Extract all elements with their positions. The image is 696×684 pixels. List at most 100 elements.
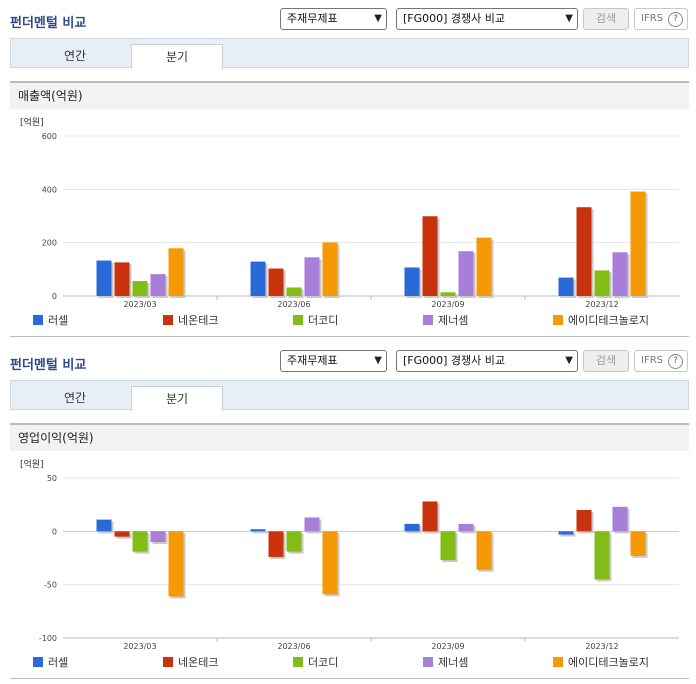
ifrs-button[interactable]: IFRS ? [634, 8, 688, 30]
y-tick-label: 600 [42, 132, 57, 141]
chevron-down-icon: ▼ [374, 13, 382, 24]
legend-swatch [293, 657, 303, 667]
bar-제너셈-2023/03 [150, 274, 166, 296]
bar-에이디테크놀로지-2023/03 [168, 531, 184, 597]
legend-label: 네온테크 [178, 314, 218, 327]
bar-제너셈-2023/09 [458, 523, 474, 532]
legend-label: 더코디 [308, 314, 338, 327]
bar-러셀-2023/03 [96, 519, 112, 532]
search-button[interactable]: 검색 [583, 350, 629, 372]
legend-label: 제너셈 [438, 314, 468, 327]
y-axis-unit-label: [억원] [20, 458, 44, 470]
bar-더코디-2023/12 [594, 531, 610, 580]
help-icon[interactable]: ? [668, 354, 683, 369]
legend-label: 제너셈 [438, 656, 468, 669]
period-tabs: 연간 분기 [10, 38, 689, 69]
bar-러셀-2023/12 [558, 277, 574, 296]
bar-제너셈-2023/09 [458, 251, 474, 296]
bar-네온테크-2023/06 [268, 531, 284, 557]
y-tick-label: 0 [52, 527, 57, 536]
x-tick-label: 2023/03 [123, 300, 156, 309]
bar-제너셈-2023/12 [612, 252, 628, 296]
comparison-select[interactable]: [FG000] 경쟁사 비교 ▼ [396, 8, 578, 30]
tab-quarterly[interactable]: 분기 [131, 44, 223, 69]
x-tick-label: 2023/09 [431, 300, 464, 309]
panel-header: 펀더멘털 비교 주재무제표 ▼ [FG000] 경쟁사 비교 ▼ 검색 IFRS… [0, 342, 696, 380]
y-tick-label: 0 [52, 292, 57, 301]
legend-swatch [423, 315, 433, 325]
bar-shadow [560, 533, 576, 537]
comparison-select-value: [FG000] 경쟁사 비교 [403, 12, 506, 25]
legend-label: 러셀 [48, 656, 68, 669]
bar-러셀-2023/03 [96, 260, 112, 296]
bar-더코디-2023/03 [132, 531, 148, 552]
ifrs-label: IFRS [641, 13, 663, 24]
bar-네온테크-2023/09 [422, 216, 438, 296]
bar-shadow [252, 531, 268, 534]
tab-quarterly[interactable]: 분기 [131, 386, 223, 411]
bar-러셀-2023/06 [250, 261, 266, 296]
bar-에이디테크놀로지-2023/06 [322, 242, 338, 296]
legend-swatch [163, 315, 173, 325]
panel-header: 펀더멘털 비교 주재무제표 ▼ [FG000] 경쟁사 비교 ▼ 검색 IFRS… [0, 0, 696, 38]
legend-label: 더코디 [308, 656, 338, 669]
divider [10, 678, 689, 679]
ifrs-label: IFRS [641, 355, 663, 366]
bar-더코디-2023/03 [132, 281, 148, 296]
x-tick-label: 2023/12 [585, 642, 618, 651]
bar-에이디테크놀로지-2023/12 [630, 531, 646, 556]
bar-더코디-2023/09 [440, 292, 456, 296]
legend-swatch [293, 315, 303, 325]
statement-select[interactable]: 주재무제표 ▼ [280, 8, 387, 30]
panel-title: 펀더멘털 비교 [10, 16, 87, 31]
comparison-select[interactable]: [FG000] 경쟁사 비교 ▼ [396, 350, 578, 372]
bar-제너셈-2023/06 [304, 517, 320, 532]
bar-러셀-2023/09 [404, 267, 420, 296]
search-button[interactable]: 검색 [583, 8, 629, 30]
bar-네온테크-2023/03 [114, 531, 130, 537]
fundamental-panel-operating-profit: 펀더멘털 비교 주재무제표 ▼ [FG000] 경쟁사 비교 ▼ 검색 IFRS… [0, 342, 696, 684]
legend-swatch [553, 315, 563, 325]
ifrs-button[interactable]: IFRS ? [634, 350, 688, 372]
panel-title: 펀더멘털 비교 [10, 358, 87, 373]
legend-label: 러셀 [48, 314, 68, 327]
bar-제너셈-2023/03 [150, 531, 166, 542]
statement-select[interactable]: 주재무제표 ▼ [280, 350, 387, 372]
legend-swatch [33, 657, 43, 667]
bar-제너셈-2023/12 [612, 506, 628, 532]
period-tabs: 연간 분기 [10, 380, 689, 411]
legend-label: 네온테크 [178, 656, 218, 669]
legend-swatch [553, 657, 563, 667]
fundamental-panel-sales: 펀더멘털 비교 주재무제표 ▼ [FG000] 경쟁사 비교 ▼ 검색 IFRS… [0, 0, 696, 337]
x-tick-label: 2023/03 [123, 642, 156, 651]
divider [10, 336, 689, 337]
bar-네온테크-2023/06 [268, 268, 284, 296]
bar-에이디테크놀로지-2023/09 [476, 531, 492, 570]
legend-swatch [423, 657, 433, 667]
legend-swatch [163, 657, 173, 667]
bar-러셀-2023/12 [558, 531, 574, 535]
bar-러셀-2023/09 [404, 523, 420, 532]
bar-더코디-2023/12 [594, 270, 610, 296]
bar-네온테크-2023/09 [422, 501, 438, 532]
bar-에이디테크놀로지-2023/09 [476, 237, 492, 296]
x-tick-label: 2023/09 [431, 642, 464, 651]
bar-러셀-2023/06 [250, 529, 266, 532]
chevron-down-icon: ▼ [565, 13, 573, 24]
bar-더코디-2023/09 [440, 531, 456, 561]
bar-제너셈-2023/06 [304, 257, 320, 296]
bar-더코디-2023/06 [286, 531, 302, 552]
help-icon[interactable]: ? [668, 12, 683, 27]
statement-select-value: 주재무제표 [287, 354, 338, 367]
section-title: 매출액(억원) [10, 81, 689, 109]
bar-에이디테크놀로지-2023/03 [168, 248, 184, 296]
section-title: 영업이익(억원) [10, 423, 689, 451]
bar-에이디테크놀로지-2023/06 [322, 531, 338, 595]
bar-네온테크-2023/03 [114, 262, 130, 296]
y-tick-label: 400 [42, 185, 57, 194]
tab-annual[interactable]: 연간 [63, 391, 87, 405]
y-tick-label: -100 [39, 634, 57, 643]
legend-label: 에이디테크놀로지 [568, 314, 649, 327]
tab-annual[interactable]: 연간 [63, 49, 87, 63]
legend-swatch [33, 315, 43, 325]
